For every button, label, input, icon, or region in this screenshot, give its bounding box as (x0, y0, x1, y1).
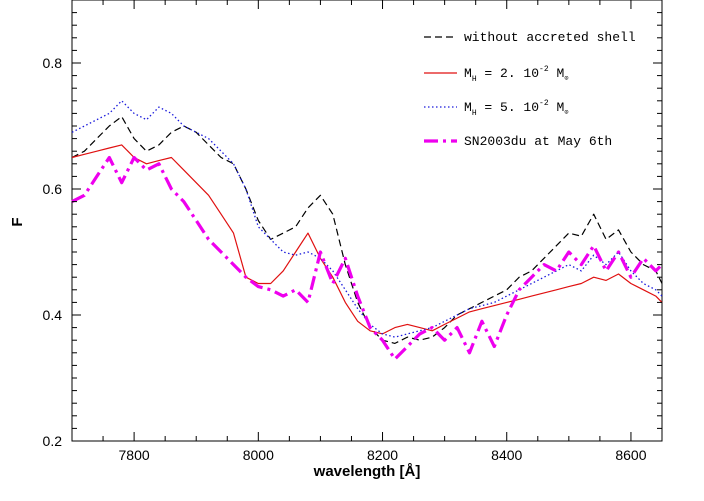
series-line-2 (71, 144, 663, 335)
legend-label-4: SN2003du at May 6th (464, 134, 612, 149)
y-tick-label: 0.6 (43, 181, 63, 197)
x-axis: 7800 8000 8200 8400 8600 (71, 0, 663, 463)
series-layer (71, 100, 664, 361)
plot-area (71, 0, 663, 442)
legend-label-2: MH = 2. 10-2 M⊙ (464, 65, 568, 84)
legend-label-1: without accreted shell (464, 30, 636, 45)
y-axis-title: F (9, 217, 26, 226)
legend-subscript: H (472, 109, 477, 118)
x-tick-label: 8400 (491, 447, 522, 463)
x-tick-label: 7800 (119, 447, 150, 463)
legend-superscript: -2 (539, 65, 549, 74)
legend-text-part: = 5. 10 (477, 100, 539, 115)
legend-text-part: M (549, 100, 565, 115)
legend-text-part: M (464, 66, 472, 81)
y-tick-label: 0.4 (43, 307, 63, 323)
legend-subscript: ⊙ (564, 75, 568, 83)
x-tick-label: 8000 (243, 447, 274, 463)
legend-text-part: M (549, 66, 565, 81)
legend-subscript: ⊙ (564, 109, 568, 117)
y-tick-label: 0.2 (43, 433, 63, 449)
legend-label-3: MH = 5. 10-2 M⊙ (464, 99, 568, 118)
x-tick-label: 8600 (615, 447, 646, 463)
legend-subscript: H (472, 75, 477, 84)
legend-text-part: = 2. 10 (477, 66, 539, 81)
series-line-4 (71, 155, 664, 361)
x-axis-title: wavelength [Å] (313, 463, 421, 480)
y-axis: 0.2 0.4 0.6 0.8 (43, 0, 662, 449)
x-tick-label: 8200 (367, 447, 398, 463)
y-tick-label: 0.8 (43, 55, 63, 71)
legend-text-part: M (464, 100, 472, 115)
legend-superscript: -2 (539, 99, 549, 108)
